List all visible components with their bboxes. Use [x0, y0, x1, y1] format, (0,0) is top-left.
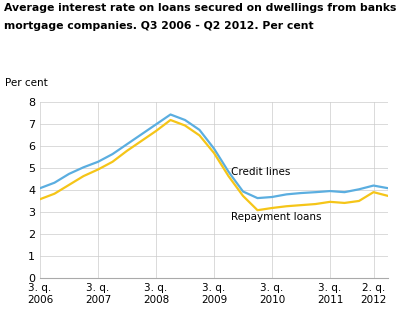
Text: Credit lines: Credit lines	[231, 167, 291, 177]
Text: Repayment loans: Repayment loans	[231, 212, 322, 222]
Text: mortgage companies. Q3 2006 - Q2 2012. Per cent: mortgage companies. Q3 2006 - Q2 2012. P…	[4, 21, 314, 31]
Text: Average interest rate on loans secured on dwellings from banks and: Average interest rate on loans secured o…	[4, 3, 400, 13]
Text: Per cent: Per cent	[5, 78, 48, 88]
